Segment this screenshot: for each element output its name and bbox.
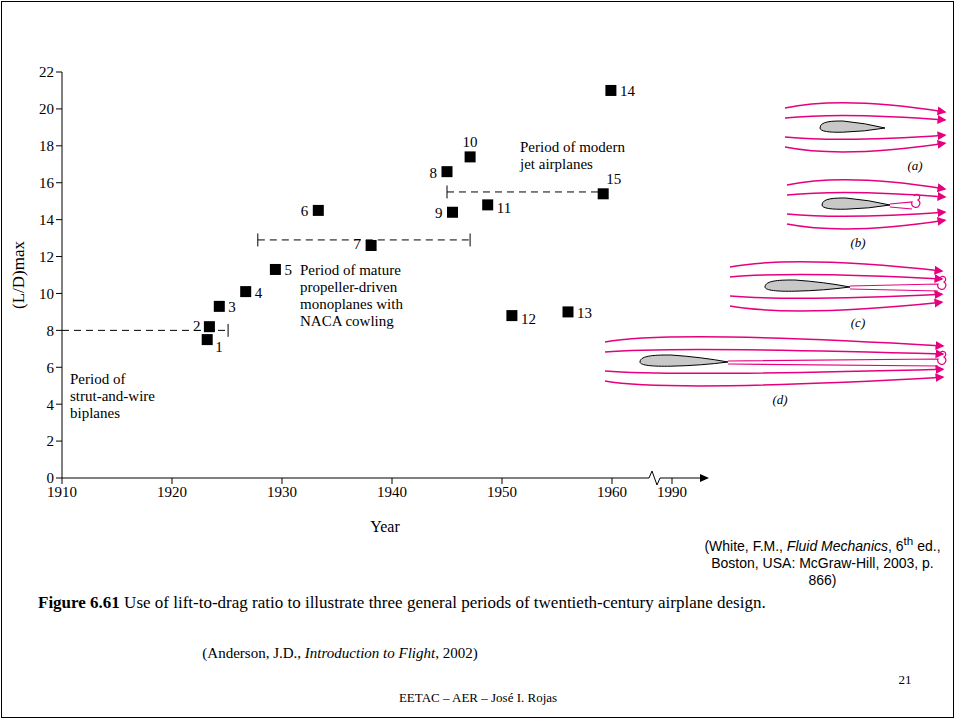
svg-text:Year: Year xyxy=(370,518,400,535)
svg-text:4: 4 xyxy=(255,285,263,301)
svg-text:(L/D)max: (L/D)max xyxy=(9,241,28,309)
svg-text:Period of maturepropeller-driv: Period of maturepropeller-drivenmonoplan… xyxy=(300,262,403,329)
svg-text:2: 2 xyxy=(47,433,55,449)
svg-text:6: 6 xyxy=(47,360,55,376)
svg-text:(a): (a) xyxy=(907,158,922,173)
svg-text:15: 15 xyxy=(606,171,621,187)
svg-text:13: 13 xyxy=(577,305,592,321)
svg-text:1920: 1920 xyxy=(157,484,187,500)
svg-text:10: 10 xyxy=(463,134,478,150)
html-text:(Anderson, J.D., Introduction: (Anderson, J.D., Introduction to Flight,… xyxy=(202,645,478,661)
html-text:(White, F.M., Fluid Mechanics,: (White, F.M., Fluid Mechanics, 6thed., B… xyxy=(704,534,941,588)
svg-text:4: 4 xyxy=(47,397,55,413)
svg-text:6: 6 xyxy=(301,203,309,219)
svg-text:Period ofstrut-and-wirebiplane: Period ofstrut-and-wirebiplanes xyxy=(70,371,155,421)
svg-text:9: 9 xyxy=(435,205,443,221)
svg-text:(c): (c) xyxy=(851,315,865,330)
svg-text:Period of modernjet airplanes: Period of modernjet airplanes xyxy=(519,139,625,172)
svg-text:1910: 1910 xyxy=(47,483,77,500)
svg-text:7: 7 xyxy=(354,236,362,252)
svg-text:12: 12 xyxy=(521,311,536,327)
svg-text:22: 22 xyxy=(39,64,54,80)
svg-text:11: 11 xyxy=(497,200,511,216)
svg-text:0: 0 xyxy=(47,470,55,486)
svg-text:10: 10 xyxy=(39,286,54,302)
svg-text:(b): (b) xyxy=(850,235,865,250)
html-text:EETAC – AER – José I. Rojas: EETAC – AER – José I. Rojas xyxy=(398,690,558,705)
svg-text:1950: 1950 xyxy=(487,484,517,500)
svg-text:5: 5 xyxy=(284,262,292,278)
svg-text:8: 8 xyxy=(47,323,55,339)
svg-text:14: 14 xyxy=(620,83,636,99)
svg-text:1990: 1990 xyxy=(657,484,687,500)
svg-text:3: 3 xyxy=(228,299,236,315)
svg-text:20: 20 xyxy=(39,101,54,117)
svg-text:1: 1 xyxy=(215,339,223,355)
svg-text:18: 18 xyxy=(39,138,54,154)
html-text:Figure 6.61 Use of lift-to-dra: Figure 6.61 Use of lift-to-drag ratio to… xyxy=(38,593,766,612)
svg-text:(d): (d) xyxy=(772,392,787,407)
svg-text:2: 2 xyxy=(193,318,201,334)
svg-text:16: 16 xyxy=(39,175,55,191)
svg-text:14: 14 xyxy=(39,212,55,228)
svg-text:8: 8 xyxy=(430,165,438,181)
svg-text:1960: 1960 xyxy=(597,484,627,500)
svg-text:12: 12 xyxy=(39,249,54,265)
svg-text:1940: 1940 xyxy=(377,484,407,500)
svg-text:1930: 1930 xyxy=(267,484,297,500)
html-text:21: 21 xyxy=(898,672,912,687)
